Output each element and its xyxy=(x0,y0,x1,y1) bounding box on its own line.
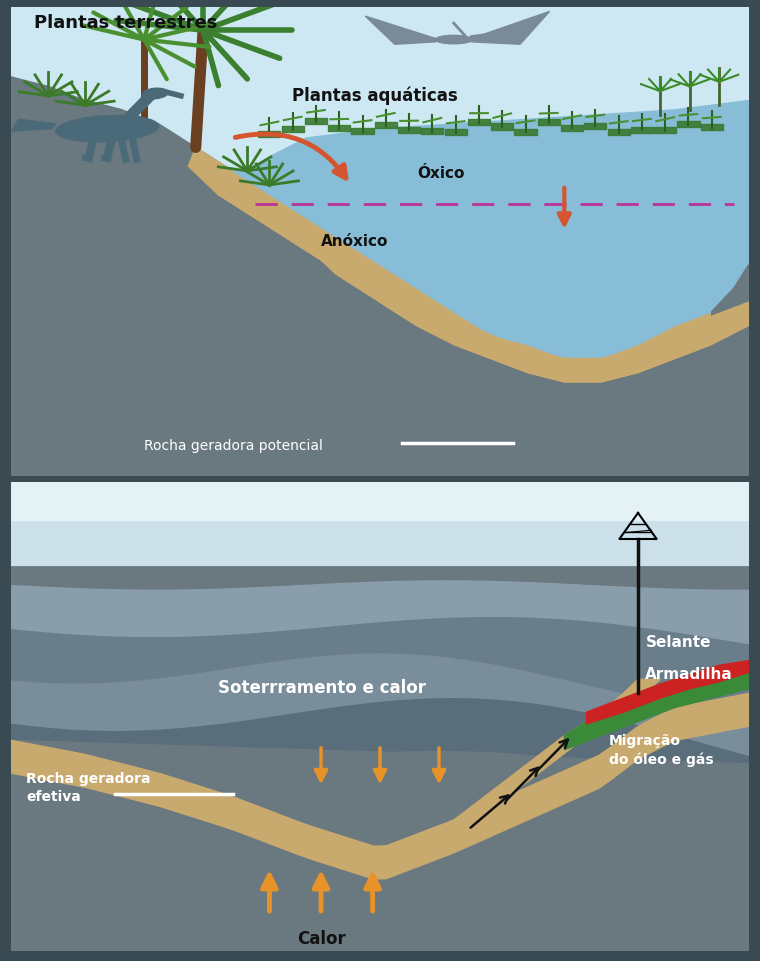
Polygon shape xyxy=(712,264,749,476)
Polygon shape xyxy=(11,694,749,879)
Polygon shape xyxy=(11,699,749,795)
Polygon shape xyxy=(11,567,749,585)
Polygon shape xyxy=(188,147,749,382)
Polygon shape xyxy=(366,16,439,44)
Text: Plantas terrestres: Plantas terrestres xyxy=(33,13,217,32)
Text: Armadilha: Armadilha xyxy=(645,667,733,682)
Text: Migração
do óleo e gás: Migração do óleo e gás xyxy=(609,733,713,767)
Ellipse shape xyxy=(142,88,168,99)
Text: Plantas aquáticas: Plantas aquáticas xyxy=(292,86,458,105)
Polygon shape xyxy=(11,482,749,567)
Polygon shape xyxy=(11,482,749,951)
Ellipse shape xyxy=(55,115,159,142)
Ellipse shape xyxy=(435,36,472,44)
Polygon shape xyxy=(468,12,549,44)
Polygon shape xyxy=(11,654,749,756)
Polygon shape xyxy=(11,77,344,476)
FancyArrowPatch shape xyxy=(236,134,346,178)
Text: Anóxico: Anóxico xyxy=(321,234,388,249)
Polygon shape xyxy=(11,740,749,951)
Polygon shape xyxy=(564,670,749,750)
Text: Rocha geradora potencial: Rocha geradora potencial xyxy=(144,439,323,453)
Polygon shape xyxy=(11,482,749,567)
Polygon shape xyxy=(587,660,749,724)
Text: Selante: Selante xyxy=(645,634,711,650)
Polygon shape xyxy=(11,482,749,530)
Polygon shape xyxy=(11,119,55,131)
Text: Calor: Calor xyxy=(296,930,345,949)
Polygon shape xyxy=(11,482,749,520)
Polygon shape xyxy=(11,618,749,712)
Text: Rocha geradora
efetiva: Rocha geradora efetiva xyxy=(26,772,150,804)
Text: Óxico: Óxico xyxy=(417,166,464,181)
Text: Soterrramento e calor: Soterrramento e calor xyxy=(218,679,426,698)
Polygon shape xyxy=(11,7,749,476)
Polygon shape xyxy=(11,77,749,476)
Polygon shape xyxy=(218,171,749,382)
Polygon shape xyxy=(417,679,660,867)
Polygon shape xyxy=(11,580,749,645)
Polygon shape xyxy=(233,101,749,358)
